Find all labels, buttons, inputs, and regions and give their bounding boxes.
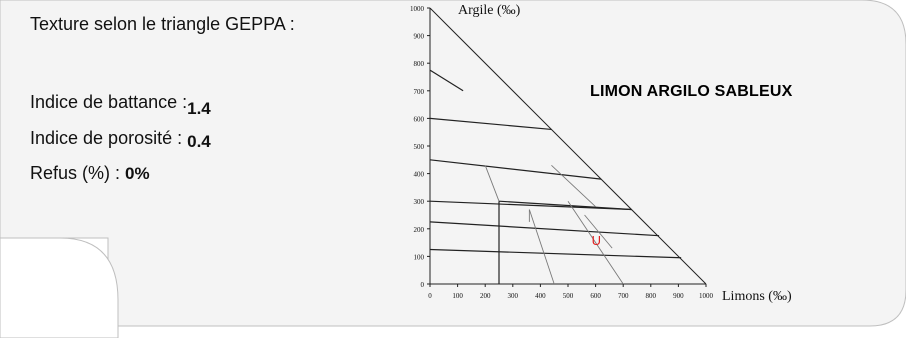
x-tick-label: 600 [590,292,601,300]
y-tick-label: 600 [414,115,425,123]
metric-value: 0% [125,164,150,183]
x-tick-label: 400 [535,292,546,300]
texture-boundary-line [498,200,632,211]
texture-boundary-line [429,221,660,237]
texture-class-label: LIMON ARGILO SABLEUX [590,83,793,100]
x-tick-label: 500 [563,292,574,300]
texture-boundary-line [429,248,682,259]
x-tick-label: 100 [452,292,463,300]
metric-refus: Refus (%) : 0% [30,163,150,184]
texture-boundary-line [584,214,613,249]
y-tick-label: 300 [414,198,425,206]
y-tick-label: 500 [414,143,425,151]
sample-point-marker: U [592,233,601,248]
ticks-layer: 0 100 200 300 400 500 600 700 800 900 1000 0 100 200 3… [410,5,714,300]
texture-boundary-line [429,200,632,211]
triangle-hypotenuse [429,7,707,285]
texture-boundary-line [429,69,464,92]
metric-label: Indice de porosité : [30,128,188,148]
x-axis-label: Limons (‰) [722,289,792,304]
x-tick-label: 200 [480,292,491,300]
x-tick-label: 300 [508,292,519,300]
metric-label: Refus (%) : [30,163,126,183]
metric-battance: Indice de battance :1.4 [30,92,211,118]
metric-porosite: Indice de porosité : 0.4 [30,128,211,151]
x-tick-label: 900 [673,292,684,300]
y-tick-label: 400 [414,171,425,179]
x-tick-label: 800 [646,292,657,300]
metric-value: 0.4 [187,132,211,151]
page-title: Texture selon le triangle GEPPA : [30,14,295,34]
texture-boundary-line [429,117,552,131]
texture-boundary-line [567,200,624,285]
x-tick-label: 0 [428,292,432,300]
y-tick-label: 700 [414,88,425,96]
y-axis-label: Argile (‰) [458,3,521,18]
y-tick-label: 0 [421,281,425,289]
y-tick-label: 100 [414,253,425,261]
geppa-triangle-chart: 0 100 200 300 400 500 600 700 800 900 1000 0 100 200 3… [410,3,792,304]
y-tick-label: 200 [414,226,425,234]
metric-label: Indice de battance : [30,92,188,112]
x-tick-label: 700 [618,292,629,300]
grid-layer [429,69,682,285]
y-tick-label: 1000 [410,5,425,13]
texture-boundary-line [429,159,602,180]
texture-boundary-line [528,209,555,285]
texture-boundary-line [551,164,596,208]
panel-tab-shape [0,237,119,338]
y-tick-label: 900 [414,33,425,41]
metric-value: 1.4 [187,99,211,118]
y-tick-label: 800 [414,60,425,68]
texture-boundary-line [484,165,500,202]
axis-layer [429,7,707,285]
x-tick-label: 1000 [699,292,714,300]
